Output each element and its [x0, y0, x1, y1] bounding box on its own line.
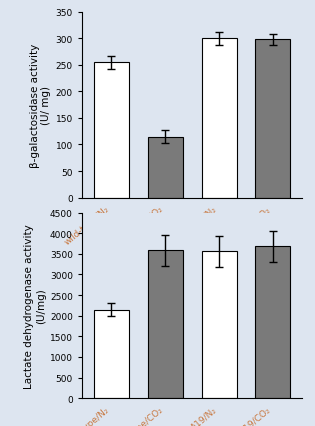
Bar — [148, 137, 183, 198]
Bar — [255, 247, 290, 398]
Y-axis label: β-galactosidase activity
(U/ mg): β-galactosidase activity (U/ mg) — [30, 43, 51, 167]
Bar — [255, 40, 290, 198]
Bar — [94, 310, 129, 398]
Bar — [202, 252, 237, 398]
Bar — [94, 63, 129, 198]
Bar — [148, 251, 183, 398]
Y-axis label: Lactate dehydrogenase activity
(U/mg): Lactate dehydrogenase activity (U/mg) — [24, 224, 46, 388]
Bar — [202, 39, 237, 198]
